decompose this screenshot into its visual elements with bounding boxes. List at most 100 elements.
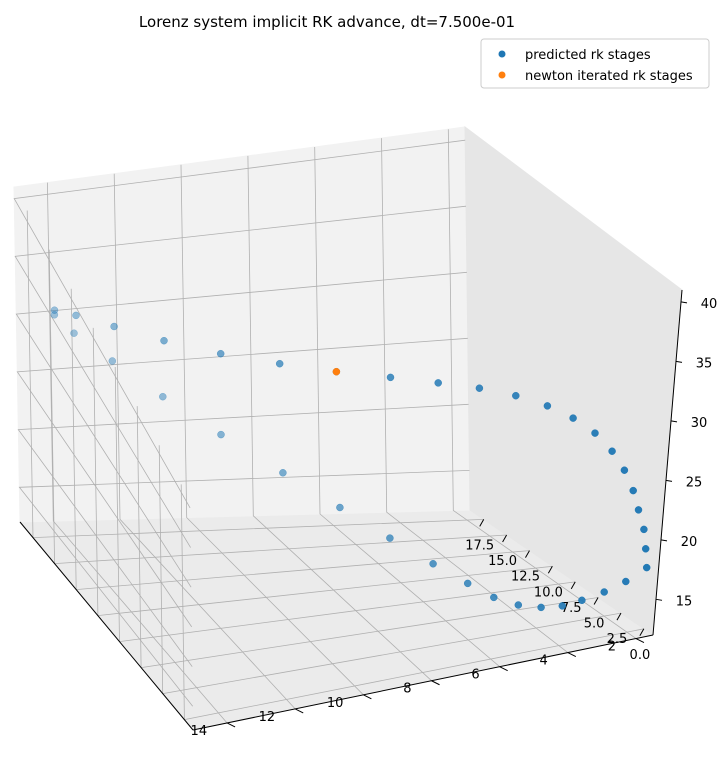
predicted-rk-stage-point: [634, 506, 643, 514]
z-tick: [680, 301, 688, 304]
y-axis-line: [19, 521, 194, 731]
y-tick-label: 4: [540, 654, 548, 669]
predicted-rk-stage-point: [279, 469, 287, 477]
predicted-rk-stage-point: [490, 593, 498, 602]
predicted-rk-stage-point: [558, 602, 567, 610]
predicted-rk-stage-point: [336, 503, 344, 512]
y-gridline: [113, 173, 296, 710]
z-tick: [670, 420, 678, 423]
predicted-rk-stage-point: [386, 534, 394, 542]
z-tick: [665, 479, 673, 482]
y-tick-label: 14: [191, 724, 208, 739]
predicted-rk-stage-point: [463, 579, 472, 588]
y-tick-label: 8: [403, 682, 411, 697]
y-gridline: [314, 146, 500, 668]
predicted-rk-stage-point: [159, 392, 167, 401]
predicted-rk-stage-point: [216, 349, 225, 358]
y-tick-label: 6: [471, 668, 479, 683]
z-tick-label: 20: [681, 535, 698, 550]
legend: predicted rk stages newton iterated rk s…: [480, 38, 710, 89]
predicted-rk-stage-point: [622, 577, 630, 586]
y-gridline: [381, 138, 569, 653]
x-tick: [570, 581, 576, 590]
predicted-rk-stage-point: [512, 391, 520, 400]
z-gridline: [13, 139, 466, 509]
predicted-rk-stage-point: [640, 525, 648, 534]
back-wall-pane: [13, 126, 471, 523]
y-gridline: [247, 155, 432, 681]
predicted-rk-stage-point: [569, 414, 577, 422]
predicted-rk-stage-point: [629, 486, 637, 495]
y-gridline: [47, 182, 228, 724]
legend-box: [480, 38, 710, 89]
z-tick-label: 15: [676, 594, 693, 609]
legend-label-newton: newton iterated rk stages: [525, 69, 693, 84]
z-gridline: [14, 205, 467, 548]
x-tick: [525, 550, 530, 558]
z-gridline: [16, 337, 468, 628]
x-axis-line: [192, 634, 654, 731]
predicted-rk-stage-point: [434, 379, 442, 387]
predicted-rk-stage-point: [537, 603, 545, 612]
y-tick-label: 2: [608, 640, 616, 655]
z-gridline: [15, 271, 467, 588]
predicted-rk-stage-point: [578, 596, 586, 605]
predicted-rk-stage-point: [514, 601, 523, 609]
y-tick-label: 10: [327, 696, 344, 711]
x-tick: [593, 597, 599, 605]
predicted-rk-stage-point: [591, 429, 599, 437]
x-tick-label: 5.0: [584, 617, 605, 632]
x-tick-label: 17.5: [465, 538, 494, 553]
predicted-rk-stage-point: [475, 384, 484, 392]
y-tick: [294, 708, 304, 714]
z-gridline: [17, 403, 469, 667]
chart-title: Lorenz system implicit RK advance, dt=7.…: [139, 13, 515, 31]
tick-marks: [226, 301, 688, 728]
y-tick: [567, 652, 577, 658]
x-tick: [547, 566, 553, 574]
z-tick-label: 30: [691, 416, 708, 431]
predicted-rk-stage-point: [608, 447, 616, 455]
predicted-rk-stage-point: [50, 306, 59, 314]
x-tick: [616, 612, 622, 621]
predicted-rk-stage-point: [110, 322, 118, 331]
x-tick: [502, 534, 508, 543]
z-gridline: [18, 470, 470, 707]
predicted-rk-stage-point: [543, 402, 552, 410]
legend-marker-predicted: [498, 50, 506, 58]
x-tick-label: 15.0: [488, 554, 517, 569]
predicted-rk-stage-point: [70, 329, 78, 337]
predicted-rk-stage-point: [50, 311, 59, 319]
z-tick-label: 35: [696, 356, 713, 371]
y-tick: [499, 666, 508, 672]
axis-lines: [19, 289, 683, 731]
z-tick-label: 40: [701, 297, 718, 312]
predicted-rk-stage-point: [108, 357, 117, 365]
x-tick-label: 0.0: [630, 648, 651, 663]
predicted-rk-stage-point: [72, 311, 80, 320]
y-tick: [363, 694, 372, 700]
predicted-rk-stage-point: [620, 466, 629, 474]
legend-marker-newton: [498, 71, 506, 79]
predicted-rk-stage-point: [217, 430, 225, 439]
predicted-rk-stage-point: [641, 545, 650, 553]
z-tick-label: 25: [686, 475, 703, 490]
x-tick-label: 12.5: [511, 570, 540, 585]
predicted-rk-stage-point: [429, 560, 437, 568]
y-tick-label: 12: [259, 710, 276, 725]
predicted-rk-stage-point: [642, 563, 651, 572]
tick-labels: 0.02.55.07.510.012.515.017.5 2 4 6 8 10 12 14 15…: [191, 297, 718, 739]
predicted-rk-stage-point: [160, 336, 168, 345]
x-tick-label: 7.5: [561, 601, 582, 616]
legend-label-predicted: predicted rk stages: [525, 48, 651, 63]
z-tick: [675, 360, 683, 363]
x-tick: [479, 519, 485, 527]
predicted-rk-stage-point: [386, 373, 395, 382]
x-tick-label: 2.5: [607, 632, 628, 647]
x-tick: [639, 628, 645, 636]
y-tick: [431, 680, 440, 686]
y-tick: [226, 722, 236, 728]
predicted-rk-stage-point: [600, 588, 608, 596]
y-gridline: [447, 129, 637, 639]
